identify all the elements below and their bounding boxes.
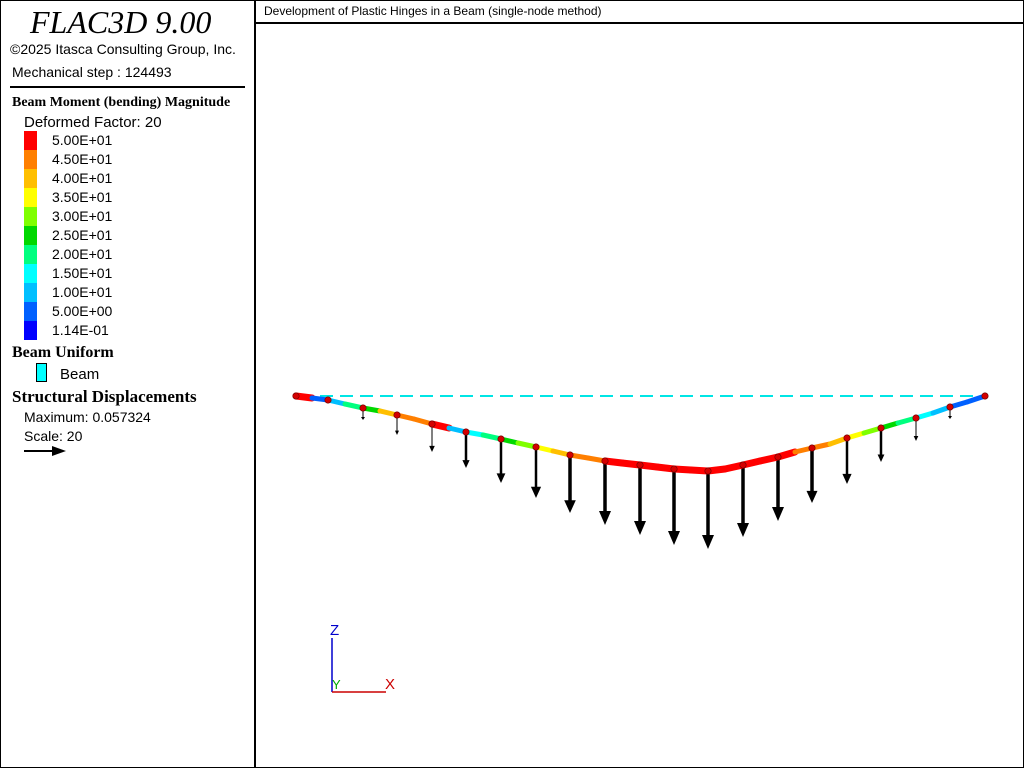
beam-node (601, 457, 609, 465)
scale-arrow-icon (24, 446, 66, 456)
z-axis-label: Z (330, 622, 339, 639)
beam-node (292, 392, 300, 400)
beam-node (636, 461, 644, 469)
divider (10, 86, 245, 88)
moment-legend-swatch (24, 131, 37, 150)
displacement-arrow-head (877, 454, 885, 462)
moment-legend-swatch (24, 150, 37, 169)
beam-node (670, 465, 678, 473)
beam-node (497, 435, 505, 443)
moment-legend-label: 3.50E+01 (52, 189, 113, 205)
legend-panel: FLAC3D 9.00 ©2025 Itasca Consulting Grou… (0, 0, 256, 768)
moment-legend-swatch (24, 264, 37, 283)
app-title: FLAC3D 9.00 (30, 4, 212, 40)
displacement-arrow-head (913, 435, 919, 441)
moment-legend-swatch (24, 226, 37, 245)
copyright-text: ©2025 Itasca Consulting Group, Inc. (10, 41, 236, 57)
uniform-legend-title: Beam Uniform (12, 344, 114, 361)
beam-node (912, 414, 920, 422)
moment-legend-label: 5.00E+01 (52, 132, 113, 148)
displacement-arrow-head (737, 523, 749, 537)
beam-node (981, 392, 989, 400)
displacement-arrow-head (462, 460, 470, 468)
beam-node (324, 396, 332, 404)
moment-legend-label: 4.00E+01 (52, 170, 113, 186)
beam-node (532, 443, 540, 451)
beam-node (462, 428, 470, 436)
beam-node (428, 420, 436, 428)
y-axis-label: Y (332, 677, 341, 692)
model-viewport[interactable]: Z Y X (258, 26, 1022, 766)
plot-title-bar: Development of Plastic Hinges in a Beam … (256, 0, 1024, 24)
moment-legend-title: Beam Moment (bending) Magnitude (12, 95, 231, 110)
displacement-arrow-head (361, 417, 365, 420)
displacement-arrow-head (429, 445, 435, 452)
moment-legend-swatch (24, 169, 37, 188)
displacement-arrow-head (634, 521, 646, 535)
moment-legend-swatch (24, 283, 37, 302)
mechanical-step: Mechanical step : 124493 (12, 64, 172, 80)
displacement-arrow-head (702, 535, 714, 549)
moment-legend-label: 2.00E+01 (52, 246, 113, 262)
moment-legend-label: 1.50E+01 (52, 265, 113, 281)
beam-node (393, 411, 401, 419)
moment-legend-label: 1.14E-01 (52, 322, 109, 338)
beam-node (877, 424, 885, 432)
moment-legend-swatch (24, 245, 37, 264)
moment-legend-label: 3.00E+01 (52, 208, 113, 224)
displacement-arrow-head (668, 531, 680, 545)
x-axis-label: X (385, 676, 395, 693)
plot-title: Development of Plastic Hinges in a Beam … (264, 4, 602, 18)
beam-node (946, 403, 954, 411)
moment-legend-label: 4.50E+01 (52, 151, 113, 167)
displacement-scale: Scale: 20 (24, 428, 83, 444)
displacements-legend-title: Structural Displacements (12, 387, 197, 406)
moment-legend-label: 2.50E+01 (52, 227, 113, 243)
moment-legend-swatch (24, 302, 37, 321)
displacement-arrow-head (496, 473, 506, 483)
beam-color-swatch (36, 363, 47, 382)
axes-triad: Z Y X (330, 622, 395, 693)
beam-node (566, 451, 574, 459)
beam-node (774, 453, 782, 461)
moment-legend-swatch (24, 188, 37, 207)
displacement-arrow-head (842, 473, 852, 484)
displacement-maximum: Maximum: 0.057324 (24, 409, 151, 425)
model-canvas: Z Y X (292, 392, 989, 693)
displacement-arrow-head (772, 507, 784, 521)
displacement-arrow-head (530, 486, 542, 498)
beam-node (359, 404, 367, 412)
moment-legend-swatch (24, 207, 37, 226)
moment-legend-swatch (24, 321, 37, 340)
displacement-arrow-head (948, 416, 952, 419)
beam-legend-label: Beam (60, 366, 100, 383)
beam-node (808, 444, 816, 452)
beam-node (739, 461, 747, 469)
moment-legend-label: 1.00E+01 (52, 284, 113, 300)
displacement-arrow-head (599, 511, 611, 525)
displacement-arrow-head (806, 490, 818, 503)
beam-node (704, 467, 712, 475)
beam-nodes (292, 392, 989, 475)
moment-legend-label: 5.00E+00 (52, 303, 113, 319)
beam-node (843, 434, 851, 442)
deformed-factor-text: Deformed Factor: 20 (24, 114, 162, 131)
displacement-arrow-head (395, 430, 399, 435)
displacement-arrows (361, 407, 952, 549)
displacement-arrow-head (564, 500, 576, 513)
